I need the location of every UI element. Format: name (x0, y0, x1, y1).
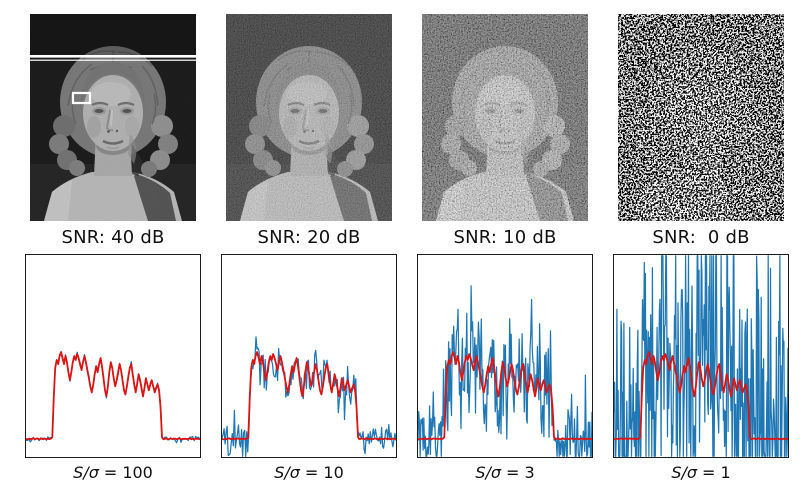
statue-image-panel-2 (226, 14, 392, 221)
snr-label-3: SNR: 10 dB (453, 227, 557, 248)
statue-image-panel-1 (30, 14, 196, 221)
statue-image-20db (226, 14, 392, 221)
profile-plot-2 (222, 336, 396, 457)
profile-caption-1: S/σ = 100 (73, 458, 153, 488)
profile-plot-frame-2 (221, 254, 397, 458)
panel-column-3: SNR: 10 dB S/σ = 3 (412, 14, 598, 488)
scan-line-indicator (30, 55, 196, 58)
profile-plot-frame-4 (613, 254, 789, 458)
scan-line-indicator-thin (30, 59, 196, 61)
snr-label-2: SNR: 20 dB (257, 227, 361, 248)
clean-signal-line (26, 351, 200, 441)
caption-variable: S/σ (274, 463, 300, 482)
profile-plot-frame-1 (25, 254, 201, 458)
profile-plot-1 (26, 351, 200, 444)
panel-column-1: SNR: 40 dB S/σ = 100 (20, 14, 206, 488)
noise-overlay (226, 14, 392, 221)
caption-value: = 10 (304, 463, 344, 482)
noisy-signal-line (614, 255, 788, 457)
profile-caption-4: S/σ = 1 (671, 458, 730, 488)
noise-overlay (30, 14, 196, 221)
roi-rectangle (71, 91, 92, 105)
statue-image-10db (422, 14, 588, 221)
snr-label-1: SNR: 40 dB (61, 227, 165, 248)
caption-value: = 3 (506, 463, 535, 482)
noise-overlay (618, 14, 784, 221)
statue-image-40db (30, 14, 196, 221)
panel-column-4: SNR: 0 dB S/σ = 1 (608, 14, 794, 488)
profile-caption-3: S/σ = 3 (475, 458, 534, 488)
noisy-signal-line (418, 285, 592, 457)
noise-overlay (422, 14, 588, 221)
clean-signal-line (614, 351, 788, 441)
caption-value: = 100 (103, 463, 153, 482)
caption-variable: S/σ (671, 463, 697, 482)
profile-plot-4 (614, 255, 788, 457)
clean-signal-line (222, 351, 396, 441)
dimmed-band (30, 14, 196, 55)
profile-plot-frame-3 (417, 254, 593, 458)
caption-variable: S/σ (475, 463, 501, 482)
profile-caption-2: S/σ = 10 (274, 458, 344, 488)
panel-column-2: SNR: 20 dB S/σ = 10 (216, 14, 402, 488)
profile-plot-3 (418, 285, 592, 457)
statue-image-panel-3 (422, 14, 588, 221)
snr-label-4: SNR: 0 dB (652, 227, 750, 248)
figure-canvas: SNR: 40 dB S/σ = 100 SNR: 20 dB S/σ = 10 S… (20, 14, 794, 488)
statue-image-0db (618, 14, 784, 221)
caption-value: = 1 (702, 463, 731, 482)
caption-variable: S/σ (73, 463, 99, 482)
clean-signal-line (418, 351, 592, 441)
statue-image-panel-4 (618, 14, 784, 221)
